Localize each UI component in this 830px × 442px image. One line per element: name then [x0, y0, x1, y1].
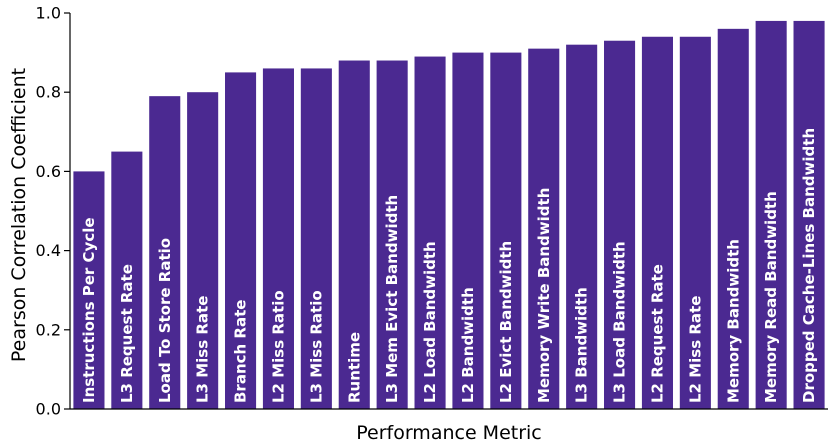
bar — [755, 20, 787, 409]
bar-category-label: L3 Mem Evict Bandwidth — [383, 195, 401, 403]
bar-category-label: Runtime — [345, 332, 363, 403]
bar-category-label: Branch Rate — [232, 300, 250, 403]
bar — [149, 96, 181, 409]
y-tick-label: 1.0 — [36, 4, 61, 23]
bar — [376, 60, 408, 410]
bar — [490, 52, 522, 409]
bar — [679, 36, 711, 409]
bar — [717, 28, 749, 410]
bar-category-label: L2 Miss Rate — [686, 296, 704, 403]
y-axis-title: Pearson Correlation Coefficient — [8, 68, 30, 362]
bar-category-label: L2 Load Bandwidth — [421, 241, 439, 403]
y-tick-label: 0.6 — [36, 162, 61, 181]
bar — [300, 68, 332, 409]
bar — [225, 72, 257, 410]
bar-category-label: Memory Read Bandwidth — [762, 191, 780, 403]
bar-category-label: L3 Miss Rate — [194, 296, 212, 403]
bar-category-label: Memory Bandwidth — [724, 239, 742, 403]
y-tick-label: 0.2 — [36, 320, 61, 339]
bar-category-label: L3 Miss Ratio — [307, 290, 325, 403]
bar — [187, 92, 219, 409]
bar-category-label: L3 Load Bandwidth — [611, 241, 629, 403]
bar-category-label: Instructions Per Cycle — [80, 217, 98, 403]
bar — [528, 48, 560, 409]
bar — [414, 56, 446, 410]
bar-category-label: L2 Bandwidth — [459, 287, 477, 403]
bar-category-label: L3 Bandwidth — [573, 287, 591, 403]
y-tick-label: 0.4 — [36, 241, 61, 260]
bar — [566, 44, 598, 410]
bar — [793, 20, 825, 409]
bar — [111, 151, 143, 409]
y-tick-label: 0.8 — [36, 83, 61, 102]
bars-group — [73, 20, 825, 410]
bar — [452, 52, 484, 409]
bar — [338, 60, 370, 410]
bar-category-label: L2 Evict Bandwidth — [497, 241, 515, 403]
y-axis-ticks: 0.0 0.2 0.4 0.6 0.8 1.0 — [36, 4, 70, 419]
bar — [604, 40, 636, 409]
x-axis-title: Performance Metric — [356, 422, 542, 442]
bar-category-label: L3 Request Rate — [118, 264, 136, 403]
bar-category-label: Load To Store Ratio — [156, 238, 174, 403]
y-tick-label: 0.0 — [36, 400, 61, 419]
bar — [73, 171, 105, 409]
bar-category-label: Dropped Cache-Lines Bandwidth — [800, 128, 818, 403]
bar — [641, 36, 673, 409]
bar-category-label: L2 Miss Ratio — [269, 290, 287, 403]
bar-category-label: L2 Request Rate — [648, 264, 666, 403]
bar-category-label: Memory Write Bandwidth — [535, 188, 553, 403]
bar — [262, 68, 294, 409]
bar-labels-group: Instructions Per Cycle L3 Request Rate Loa… — [80, 128, 818, 403]
